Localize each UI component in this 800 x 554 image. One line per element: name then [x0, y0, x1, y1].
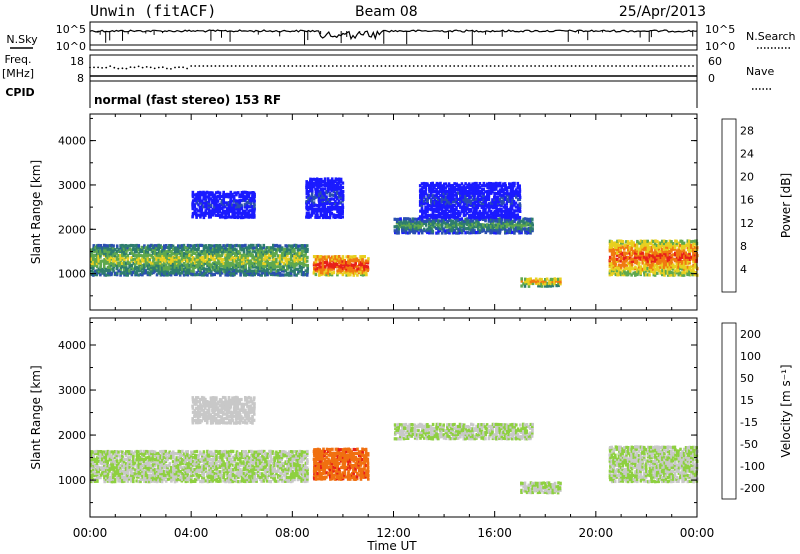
- nave-tick-top: 60: [708, 55, 722, 68]
- freq-trace: [89, 65, 697, 77]
- power-panel: 1000 2000 3000 4000 Slant Range [km] 4 8 12 16 20…: [29, 113, 793, 311]
- freq-label-unit: [MHz]: [2, 67, 34, 80]
- y-tick-label: 1000: [58, 268, 86, 281]
- freq-label-top: Freq.: [4, 53, 31, 66]
- y-tick-label: 4000: [58, 339, 86, 352]
- colorbar-tick-label: 20: [740, 171, 754, 184]
- date-label: 25/Apr/2013: [619, 4, 706, 20]
- nsearch-label: N.Search: [746, 30, 796, 43]
- colorbar-tick-label: 8: [740, 240, 747, 253]
- velocity-panel: 1000 2000 3000 4000 Slant Range [km] 200 100 50…: [29, 317, 793, 518]
- colorbar-tick-label: 28: [740, 125, 754, 138]
- noise-tick-right-top: 10^5: [705, 23, 735, 36]
- cpid-label: CPID: [5, 86, 34, 99]
- noise-tick-left-bottom: 10^0: [56, 40, 86, 53]
- x-tick-label: 20:00: [579, 526, 614, 540]
- y-tick-label: 1000: [58, 474, 86, 487]
- echo-region: [393, 422, 534, 441]
- y-tick-label: 3000: [58, 179, 86, 192]
- colorbar-tick-label: -15: [740, 416, 758, 429]
- echo-region: [608, 239, 699, 277]
- x-tick-label: 16:00: [477, 526, 512, 540]
- y-tick-label: 2000: [58, 223, 86, 236]
- y-tick-label: 2000: [58, 429, 86, 442]
- colorbar-tick-label: -200: [740, 482, 765, 495]
- x-tick-label: 00:00: [680, 526, 715, 540]
- colorbar-tick-label: 4: [740, 263, 747, 276]
- colorbar-tick-label: 50: [740, 372, 754, 385]
- y-tick-label: 4000: [58, 135, 86, 148]
- beam-label: Beam 08: [355, 4, 418, 20]
- nsky-label: N.Sky: [6, 33, 38, 46]
- echo-region: [191, 190, 256, 220]
- echo-region: [520, 481, 562, 495]
- x-tick-label: 00:00: [73, 526, 108, 540]
- x-tick-label: 08:00: [275, 526, 310, 540]
- y-axis-label: Slant Range [km]: [29, 160, 43, 264]
- noise-panel-frame: [89, 21, 698, 51]
- time-axis: 00:00 04:00 08:00 12:00 16:00 20:00 00:00: [73, 526, 715, 540]
- echo-region: [312, 447, 370, 481]
- echo-region: [418, 181, 522, 220]
- echo-region: [90, 243, 309, 277]
- nave-label: Nave: [746, 65, 774, 78]
- noise-trace: [89, 29, 698, 46]
- freq-tick-bottom: 8: [77, 72, 84, 85]
- colorbar-tick-label: -100: [740, 460, 765, 473]
- colorbar-tick-label: 12: [740, 217, 754, 230]
- freq-tick-top: 18: [70, 55, 84, 68]
- x-axis-label: Time UT: [366, 539, 417, 553]
- nave-tick-bottom: 0: [708, 72, 715, 85]
- noise-tick-left-top: 10^5: [56, 23, 86, 36]
- x-tick-label: 04:00: [174, 526, 209, 540]
- freq-panel-frame: [89, 54, 698, 82]
- y-axis-label: Slant Range [km]: [29, 365, 43, 469]
- colorbar-tick-label: 16: [740, 194, 754, 207]
- echo-region: [312, 255, 370, 277]
- colorbar-tick-label: 24: [740, 148, 754, 161]
- echo-region: [90, 449, 309, 484]
- echo-region: [520, 277, 562, 288]
- echo-region: [608, 445, 699, 484]
- echo-region: [305, 177, 345, 220]
- x-tick-label: 12:00: [376, 526, 411, 540]
- colorbar-label: Velocity [m s⁻¹]: [779, 364, 793, 457]
- colorbar-tick-label: 15: [740, 394, 754, 407]
- cpid-text: normal (fast stereo) 153 RF: [94, 93, 281, 107]
- y-tick-label: 3000: [58, 384, 86, 397]
- echo-region: [191, 395, 256, 425]
- noise-tick-right-bottom: 10^0: [705, 40, 735, 53]
- colorbar-tick-label: -50: [740, 438, 758, 451]
- station-title: Unwin (fitACF): [90, 2, 216, 20]
- colorbar-tick-label: 100: [740, 350, 761, 363]
- colorbar-label: Power [dB]: [779, 173, 793, 238]
- colorbar-tick-label: 200: [740, 328, 761, 341]
